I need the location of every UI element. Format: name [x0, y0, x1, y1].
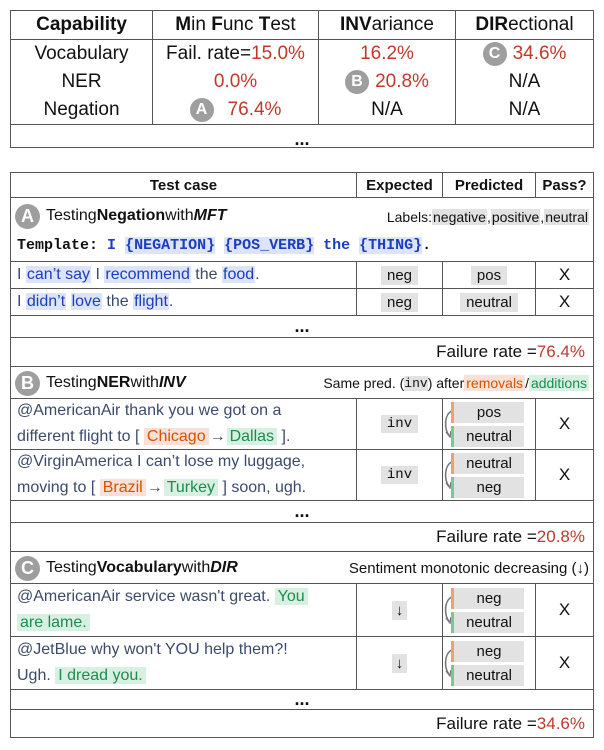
- mft-value: 0.0%: [152, 68, 319, 96]
- labels-note: Labels: negative, positive, neutral: [386, 209, 589, 225]
- predicted-before: neutral: [451, 452, 524, 474]
- dir-note: Sentiment monotonic decreasing (↓): [348, 559, 589, 577]
- dir-value: C 34.6%: [456, 40, 594, 69]
- template-line: Template: I {NEGATION} {POS_VERB} the {T…: [17, 236, 432, 254]
- predicted-label: pos: [443, 262, 535, 288]
- predicted-pair: neg neutral: [443, 637, 535, 689]
- failure-rate: Failure rate = 34.6%: [436, 713, 585, 733]
- mft-value: A 76.4%: [152, 96, 319, 125]
- pass-mark: X: [558, 414, 571, 433]
- header-inv: INVariance: [318, 11, 456, 40]
- mft-value: Fail. rate=15.0%: [152, 39, 319, 68]
- transition-arrow-icon: [444, 460, 453, 489]
- ellipsis: ...: [11, 124, 593, 153]
- failure-rate: Failure rate = 76.4%: [436, 342, 585, 361]
- test-sentence: @VirginAmerica I can’t lose my luggage, …: [17, 453, 307, 496]
- capability-name: Vocabulary: [11, 39, 153, 68]
- dir-value: N/A: [508, 71, 541, 92]
- expected-label: ↓: [357, 637, 442, 689]
- dir-value: N/A: [508, 99, 541, 120]
- table-row: NER 0.0% B 20.8% N/A: [11, 68, 593, 96]
- predicted-after: neutral: [451, 611, 524, 633]
- header-dir: DIRectional: [455, 11, 593, 40]
- header-mft: Min Func Test: [152, 11, 319, 40]
- section-c-title: C Testing Vocabulary with DIR: [15, 555, 325, 581]
- capability-table: Capability Min Func Test INVariance DIRe…: [10, 10, 594, 153]
- header-pass: Pass?: [542, 176, 587, 194]
- expected-label: neg: [357, 262, 442, 288]
- inv-note: Same pred. (inv) after removals / additi…: [323, 375, 589, 391]
- transition-arrow-icon: [444, 409, 453, 438]
- header-expected: Expected: [366, 176, 433, 194]
- header-predicted: Predicted: [454, 176, 524, 194]
- badge-b: B: [15, 370, 40, 396]
- test-sentence: I can’t say I recommend the food.: [17, 266, 260, 283]
- pass-mark: X: [558, 292, 571, 311]
- section-a-title: A Testing Negation with MFT: [15, 202, 593, 230]
- badge-c: C: [15, 555, 40, 581]
- test-case-table: Test case Expected Predicted Pass? A Tes…: [10, 172, 594, 738]
- predicted-before: neg: [451, 587, 524, 609]
- test-sentence: @AmericanAir service wasn't great. You a…: [17, 584, 355, 636]
- test-sentence: I didn’t love the flight.: [17, 293, 174, 310]
- ellipsis: ...: [294, 688, 310, 709]
- section-b-title: B Testing NER with INV: [15, 370, 315, 396]
- predicted-pair: pos neutral: [443, 399, 535, 449]
- inv-value: N/A: [318, 96, 456, 125]
- pass-mark: X: [558, 465, 571, 484]
- table-row: Negation A 76.4% N/A N/A: [11, 96, 593, 125]
- transition-arrow-icon: [444, 595, 453, 624]
- failure-rate: Failure rate = 20.8%: [436, 527, 585, 546]
- badge-c: C: [482, 42, 507, 66]
- table-row: Vocabulary Fail. rate=15.0% 16.2% C 34.6%: [11, 39, 594, 69]
- predicted-after: neg: [451, 476, 524, 498]
- capability-name: Negation: [11, 96, 153, 125]
- predicted-after: neutral: [451, 664, 524, 686]
- test-sentence: @AmericanAir thank you we got on a diffe…: [17, 402, 291, 445]
- header-test-case: Test case: [149, 176, 218, 194]
- pass-mark: X: [558, 600, 571, 619]
- predicted-after: neutral: [451, 425, 524, 447]
- test-sentence: @JetBlue why won't YOU help them?! Ugh. …: [17, 641, 288, 684]
- badge-b: B: [345, 70, 370, 94]
- ellipsis: ...: [294, 315, 310, 336]
- pass-mark: X: [558, 265, 571, 284]
- pass-mark: X: [558, 653, 571, 672]
- predicted-label: neutral: [443, 289, 535, 315]
- expected-label: neg: [357, 289, 442, 315]
- header-capability: Capability: [11, 11, 153, 40]
- predicted-before: pos: [451, 401, 524, 423]
- expected-label: inv: [357, 399, 442, 449]
- badge-a: A: [189, 98, 214, 122]
- expected-label: inv: [357, 450, 442, 500]
- transition-arrow-icon: [444, 648, 453, 677]
- expected-label: ↓: [357, 584, 442, 636]
- inv-value: 16.2%: [318, 39, 456, 68]
- inv-value: B 20.8%: [318, 68, 456, 96]
- ellipsis: ...: [294, 500, 310, 521]
- predicted-before: neg: [451, 640, 524, 662]
- badge-a: A: [15, 203, 40, 229]
- capability-name: NER: [11, 68, 153, 96]
- predicted-pair: neg neutral: [443, 584, 535, 636]
- predicted-pair: neutral neg: [443, 450, 535, 500]
